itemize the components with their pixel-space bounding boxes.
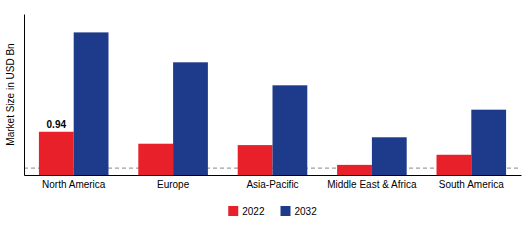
bar: [471, 110, 506, 175]
x-tick: South America: [439, 175, 504, 190]
legend: 2022 2032: [228, 206, 317, 217]
plot: North America Europe Asia-Pacific Middle Ea…: [5, 15, 522, 191]
x-tick: Asia-Pacific: [246, 175, 298, 190]
x-tick: Middle East & Africa: [327, 175, 417, 190]
legend-label: 2022: [242, 206, 265, 217]
x-axis-line: [25, 175, 522, 176]
legend-item: 2022: [228, 206, 265, 217]
x-tick-label: Europe: [157, 179, 190, 190]
y-axis-line: [24, 15, 25, 176]
bar: [372, 137, 407, 175]
legend-item: 2032: [281, 206, 318, 217]
legend-swatch: [281, 206, 291, 216]
y-axis: [24, 15, 25, 176]
bar: [138, 144, 173, 175]
legend-label: 2032: [295, 206, 318, 217]
bar-series: [74, 32, 506, 175]
x-tick: North America: [42, 175, 106, 190]
x-tick-label: North America: [42, 179, 106, 190]
x-tick-label: Asia-Pacific: [246, 179, 298, 190]
bar: [337, 165, 372, 175]
x-axis: North America Europe Asia-Pacific Middle Ea…: [25, 175, 522, 190]
annotation: 0.94: [47, 119, 67, 130]
x-tick-label: Middle East & Africa: [327, 179, 417, 190]
bar: [74, 32, 109, 175]
bar: [238, 145, 273, 175]
bar: [39, 132, 74, 175]
y-axis-title: Market Size in USD Bn: [5, 43, 16, 145]
marks: [24, 32, 521, 175]
x-tick: Europe: [157, 175, 190, 190]
legend-swatch: [228, 206, 238, 216]
x-tick-label: South America: [439, 179, 504, 190]
bar: [437, 155, 472, 175]
chart: North America Europe Asia-Pacific Middle Ea…: [0, 0, 529, 227]
bar: [173, 62, 208, 175]
bar: [273, 85, 308, 175]
